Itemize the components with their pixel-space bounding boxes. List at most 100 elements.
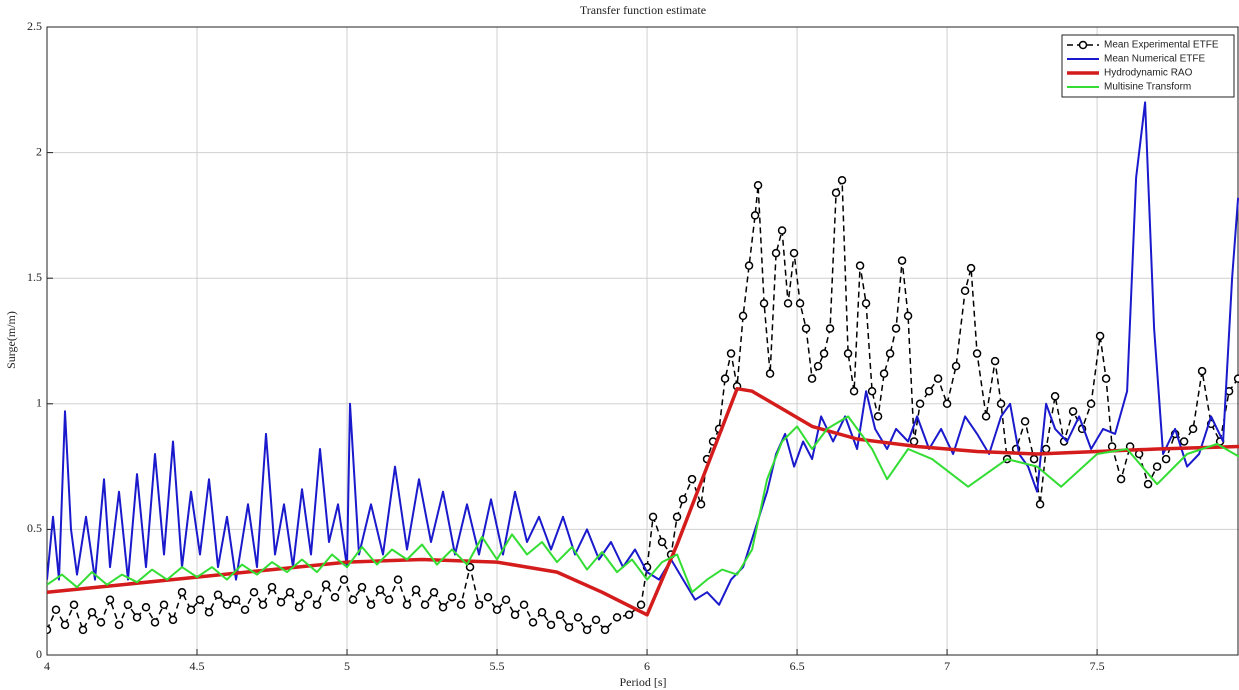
- data-point: [483, 592, 493, 602]
- data-point: [375, 585, 385, 594]
- legend-label: Multisine Transform: [1104, 82, 1191, 93]
- data-point: [807, 374, 817, 383]
- data-point: [528, 618, 538, 627]
- x-tick-label: 7: [944, 659, 950, 673]
- data-point: [339, 575, 349, 584]
- legend-marker: [1078, 40, 1088, 50]
- data-point: [1233, 374, 1239, 383]
- plot-area: [47, 27, 1239, 655]
- data-point: [582, 625, 592, 635]
- series-line: [47, 415, 1239, 594]
- y-tick-label: 0.5: [27, 521, 42, 535]
- data-point: [867, 386, 877, 396]
- x-axis-label: Period [s]: [620, 675, 667, 689]
- series-line: [47, 386, 1239, 617]
- data-point: [819, 349, 829, 358]
- data-point: [564, 623, 574, 632]
- data-point: [1197, 366, 1207, 376]
- data-point: [1095, 331, 1105, 341]
- data-point: [213, 590, 223, 599]
- data-point: [612, 613, 622, 622]
- data-point: [105, 595, 115, 604]
- data-point: [573, 613, 583, 622]
- data-point: [1041, 444, 1051, 454]
- data-point: [1179, 437, 1189, 446]
- data-point: [393, 575, 403, 584]
- data-point: [60, 620, 70, 630]
- y-tick-label: 1: [36, 396, 42, 410]
- data-point: [909, 437, 919, 446]
- data-point: [177, 587, 187, 597]
- data-point: [738, 311, 748, 321]
- data-point: [141, 603, 151, 612]
- data-point: [789, 248, 799, 258]
- legend: Mean Experimental ETFE Mean Numerical ETF…: [1061, 34, 1235, 98]
- data-point: [933, 374, 943, 383]
- data-point: [891, 324, 901, 333]
- data-point: [47, 625, 52, 635]
- data-point: [981, 412, 991, 421]
- data-point: [87, 608, 97, 617]
- data-point: [186, 605, 196, 615]
- data-point: [114, 620, 124, 630]
- data-point: [1050, 392, 1060, 401]
- data-point: [813, 361, 823, 371]
- data-point: [672, 512, 682, 522]
- data-point: [411, 585, 421, 594]
- data-point: [753, 181, 763, 190]
- data-point: [648, 512, 658, 522]
- x-tick-label: 6.5: [790, 659, 805, 673]
- data-point: [831, 188, 841, 198]
- data-point: [447, 592, 457, 602]
- data-point: [537, 608, 547, 617]
- data-point: [240, 605, 250, 615]
- data-point: [366, 600, 376, 610]
- data-point: [204, 608, 214, 617]
- data-point: [285, 587, 295, 597]
- data-point: [1143, 479, 1153, 489]
- data-point: [600, 625, 610, 635]
- data-point: [249, 587, 259, 597]
- data-point: [624, 610, 634, 620]
- data-point: [78, 625, 88, 635]
- data-point: [222, 600, 232, 610]
- data-point: [972, 349, 982, 358]
- data-point: [903, 311, 913, 321]
- data-point: [51, 605, 61, 615]
- data-point: [765, 369, 775, 378]
- data-point: [69, 600, 79, 610]
- data-point: [501, 595, 511, 604]
- data-point: [357, 582, 367, 592]
- data-point: [492, 605, 502, 615]
- data-point: [312, 600, 322, 610]
- data-point: [885, 349, 895, 358]
- x-tick-label: 4: [44, 659, 50, 673]
- y-tick-label: 2.5: [27, 19, 42, 33]
- data-point: [1035, 500, 1045, 509]
- data-point: [96, 618, 106, 627]
- data-point: [720, 374, 730, 383]
- data-point: [1161, 454, 1171, 464]
- data-point: [1029, 454, 1039, 464]
- data-point: [849, 386, 859, 396]
- data-point: [321, 580, 331, 589]
- x-tick-label: 4.5: [190, 659, 205, 673]
- chart-title: Transfer function estimate: [580, 3, 706, 17]
- data-point: [861, 299, 871, 308]
- data-point: [750, 211, 760, 220]
- data-point: [687, 474, 697, 484]
- data-point: [465, 562, 475, 572]
- data-point: [456, 600, 466, 610]
- data-point: [996, 399, 1006, 409]
- data-point: [555, 610, 565, 620]
- data-point: [897, 256, 907, 265]
- data-point: [1116, 474, 1126, 484]
- data-point: [783, 299, 793, 308]
- data-point: [132, 613, 142, 622]
- data-point: [303, 590, 313, 599]
- data-point: [924, 386, 934, 396]
- data-point: [777, 226, 787, 235]
- data-point: [657, 537, 667, 547]
